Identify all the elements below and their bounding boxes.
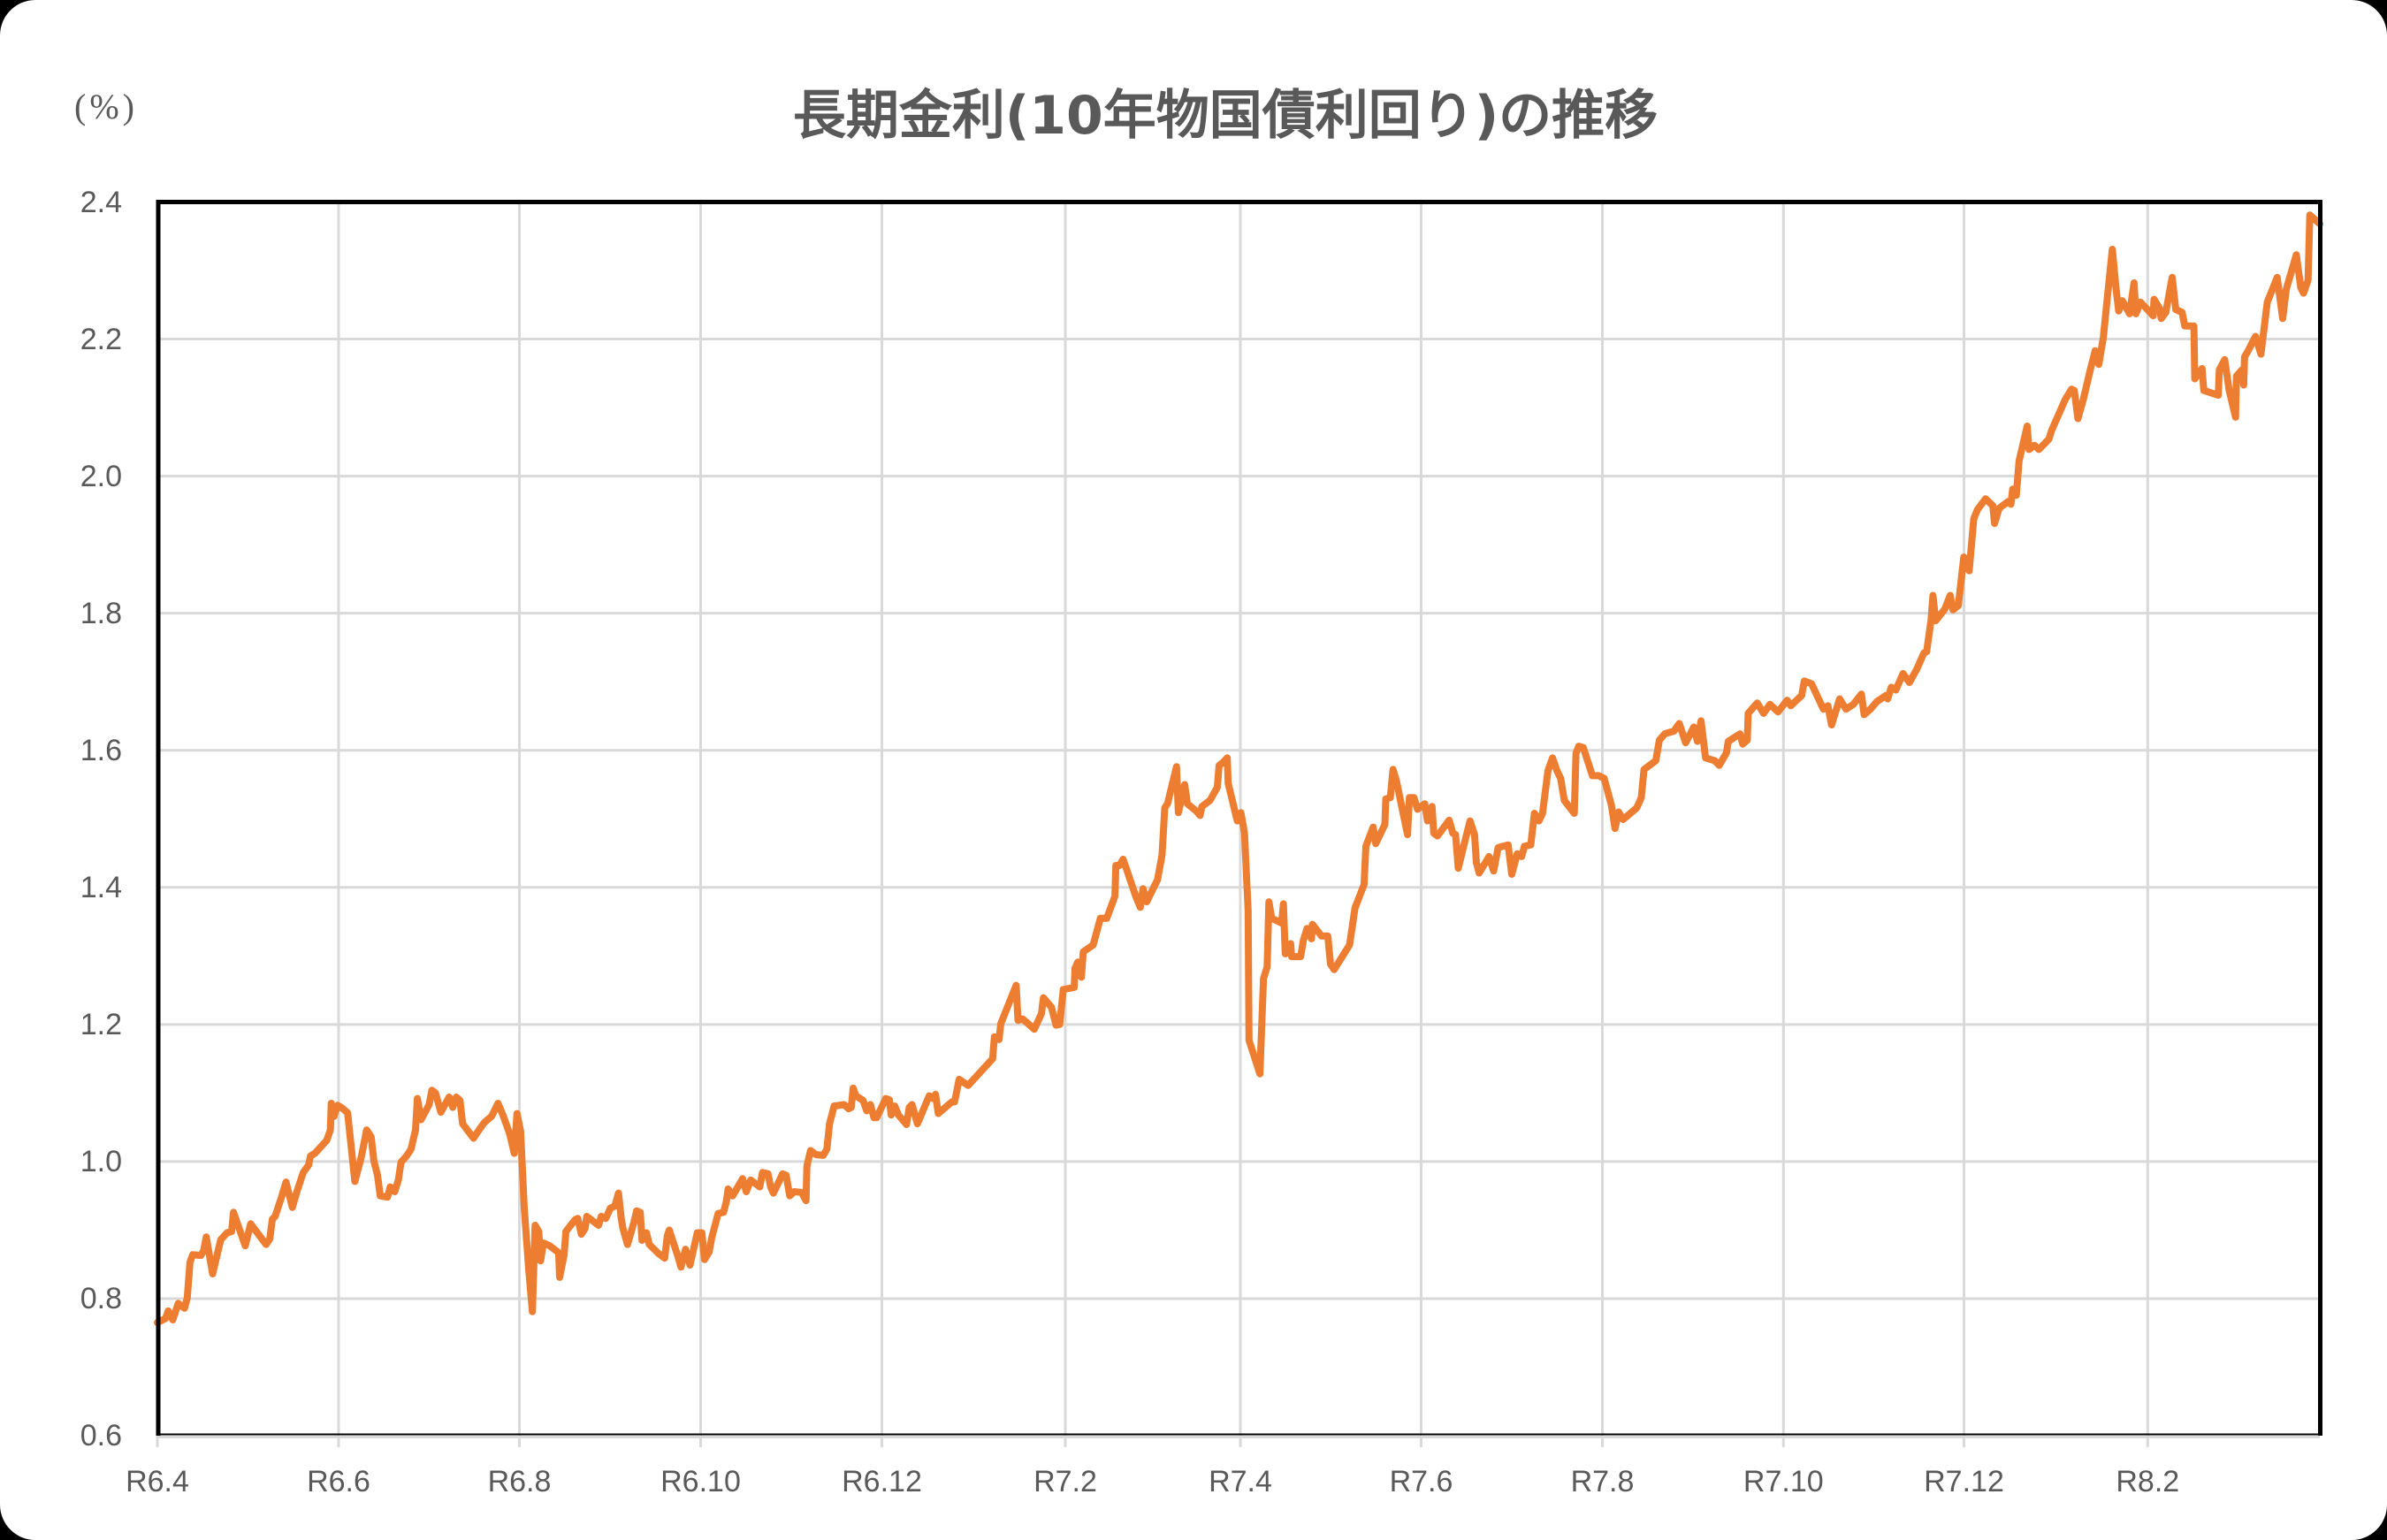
x-tick-label: R7.4 [1209, 1465, 1272, 1498]
y-tick-label: 1.8 [80, 597, 122, 630]
y-tick-label: 1.6 [80, 734, 122, 767]
y-tick-label: 1.2 [80, 1008, 122, 1041]
x-tick-label: R6.10 [660, 1465, 741, 1498]
x-tick-label: R6.8 [487, 1465, 552, 1498]
chart-title: 長期金利(10年物国債利回り)の推移 [792, 85, 1659, 147]
x-tick-label: R8.2 [2116, 1465, 2180, 1498]
x-tick-label: R6.4 [126, 1465, 189, 1498]
y-tick-label: 0.8 [80, 1282, 122, 1315]
x-tick-label: R7.6 [1389, 1465, 1453, 1498]
y-axis-unit-label: (%) [74, 87, 138, 126]
x-tick-label: R6.12 [842, 1465, 922, 1498]
x-tick-label: R7.10 [1743, 1465, 1824, 1498]
data-line [154, 211, 2323, 1327]
x-tick-label: R7.8 [1570, 1465, 1635, 1498]
y-tick-label: 2.2 [80, 323, 122, 356]
x-tick-label: R7.2 [1033, 1465, 1097, 1498]
x-tick-label: R7.12 [1924, 1465, 2004, 1498]
y-tick-label: 2.4 [80, 186, 122, 219]
y-tick-label: 1.0 [80, 1145, 122, 1178]
y-tick-label: 2.0 [80, 460, 122, 493]
y-tick-label: 1.4 [80, 871, 122, 904]
x-tick-label: R6.6 [307, 1465, 370, 1498]
y-tick-label: 0.6 [80, 1419, 122, 1452]
